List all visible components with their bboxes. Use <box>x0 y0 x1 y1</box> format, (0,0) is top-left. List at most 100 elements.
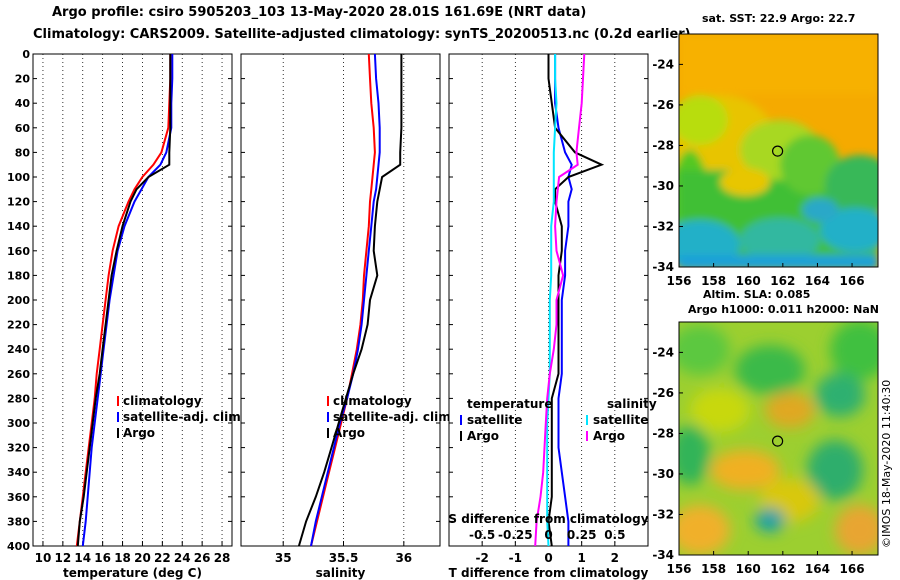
map-x-tick-label: 156 <box>666 562 691 576</box>
map-x-tick-label: 162 <box>770 562 795 576</box>
profile-panel-3: -2 -1 0 1 2T difference from climatology temp… <box>448 53 657 580</box>
x-tick-label: 1 <box>577 551 585 565</box>
series-line-temperature-satellite <box>554 54 573 546</box>
legend-label: satellite <box>593 413 648 427</box>
x-tick-label: 14 <box>74 551 91 565</box>
map-y-tick-label: -30 <box>652 467 674 481</box>
map-y-tick-label: -26 <box>652 386 674 400</box>
sst-map: 156 158 160 162 164 166 -24 -26 -28 -30 -32 -34 <box>652 33 879 288</box>
panel-frame <box>240 53 441 547</box>
x-tick-label: -1 <box>509 551 522 565</box>
y-tick-label: 400 <box>7 540 30 553</box>
map-y-tick-label: -34 <box>652 260 674 274</box>
y-tick-label: 300 <box>7 417 30 430</box>
x-tick-label: 26 <box>194 551 211 565</box>
secondary-tick-label: 0.25 <box>567 528 597 542</box>
figure-title-line-2: Climatology: CARS2009. Satellite-adjuste… <box>33 27 691 42</box>
map-y-tick-label: -28 <box>652 138 674 152</box>
map-y-tick-label: -32 <box>652 219 674 233</box>
secondary-tick-label: 0 <box>544 528 552 542</box>
x-tick-label: 20 <box>134 551 151 565</box>
map-x-tick-label: 166 <box>840 274 865 288</box>
y-tick-label: 60 <box>15 122 31 135</box>
series-line-argo <box>76 54 172 547</box>
y-tick-label: 20 <box>15 73 31 86</box>
legend-label: satellite-adj. clim. <box>333 410 455 424</box>
sla-argo-marker <box>771 435 784 447</box>
sst-argo-marker <box>771 145 784 157</box>
sla-map-title-1: Altim. SLA: 0.085 <box>703 288 811 301</box>
sst-map-axes: 156 158 160 162 164 166 -24 -26 -28 -30 -32 -34 <box>652 57 864 288</box>
x-tick-label: 28 <box>214 551 231 565</box>
profile-panel-2: 35 35.5 36 salinity climatology satellite-adj… <box>240 53 455 580</box>
y-tick-label: 240 <box>7 343 30 356</box>
sla-map-axes: 156 158 160 162 164 166 -24 -26 -28 -30 -32 -34 <box>652 345 864 576</box>
series-line-temperature-argo <box>547 54 605 547</box>
y-tick-label: 80 <box>15 146 31 159</box>
x-tick-label: 10 <box>35 551 52 565</box>
legend-label: Argo <box>467 429 499 443</box>
sla-map: 156 158 160 162 164 166 -24 -26 -28 -30 -32 -34 <box>652 321 879 576</box>
sla-field-patches <box>679 322 878 555</box>
y-tick-label: 220 <box>7 319 30 332</box>
legend-label: satellite <box>467 413 522 427</box>
map-x-tick-label: 158 <box>701 274 726 288</box>
y-tick-label: 40 <box>15 97 31 110</box>
x-axis-label: salinity <box>316 566 366 580</box>
y-tick-label: 100 <box>7 171 30 184</box>
x-tick-label: 2 <box>611 551 619 565</box>
map-x-tick-label: 166 <box>840 562 865 576</box>
y-tick-label: 360 <box>7 491 30 504</box>
legend-header-temperature: temperature <box>467 397 552 411</box>
x-tick-label: 24 <box>174 551 191 565</box>
y-tick-label: 140 <box>7 220 30 233</box>
x-axis-label: temperature (deg C) <box>63 566 202 580</box>
map-y-tick-label: -26 <box>652 98 674 112</box>
x-tick-label: 36 <box>395 551 412 565</box>
sla-map-title-2: Argo h1000: 0.011 h2000: NaN <box>688 303 880 316</box>
series-line-satellite-adj-clim- <box>81 54 174 547</box>
y-tick-label: 120 <box>7 196 30 209</box>
x-tick-label: 0 <box>544 551 552 565</box>
series-line-argo <box>297 54 403 547</box>
y-tick-label: 180 <box>7 269 30 282</box>
map-x-tick-label: 164 <box>805 562 830 576</box>
series-line-salinity-argo <box>534 53 586 547</box>
map-y-tick-label: -28 <box>652 426 674 440</box>
map-y-tick-label: -24 <box>652 345 674 359</box>
profile-panel-1: 10 12 14 16 18 20 22 24 26 2802040608010012014016… <box>7 48 245 580</box>
legend-label: satellite-adj. clim. <box>123 410 245 424</box>
panel-frame <box>448 53 649 547</box>
secondary-axis-label: S difference from climatology <box>448 512 648 526</box>
profile-panels: 10 12 14 16 18 20 22 24 26 2802040608010012014016… <box>7 48 657 580</box>
x-tick-label: -2 <box>475 551 488 565</box>
x-tick-label: 35.5 <box>329 551 359 565</box>
map-y-tick-label: -24 <box>652 57 674 71</box>
sst-map-title: sat. SST: 22.9 Argo: 22.7 <box>702 12 856 25</box>
sst-field-patches <box>679 34 878 267</box>
legend-label: climatology <box>123 394 202 408</box>
map-x-tick-label: 160 <box>736 562 761 576</box>
secondary-tick-label: -0.5 <box>469 528 495 542</box>
map-x-tick-label: 160 <box>736 274 761 288</box>
x-tick-label: 22 <box>154 551 171 565</box>
map-y-tick-label: -32 <box>652 507 674 521</box>
secondary-tick-label: -0.25 <box>498 528 533 542</box>
map-x-tick-label: 158 <box>701 562 726 576</box>
y-tick-label: 340 <box>7 466 30 479</box>
map-y-tick-label: -30 <box>652 179 674 193</box>
x-tick-label: 35 <box>275 551 292 565</box>
legend-label: Argo <box>333 426 365 440</box>
y-tick-label: 280 <box>7 392 30 405</box>
map-x-tick-label: 164 <box>805 274 830 288</box>
series-line-climatology <box>310 53 376 547</box>
y-tick-label: 160 <box>7 245 30 258</box>
x-axis-label: T difference from climatology <box>449 566 649 580</box>
y-tick-label: 260 <box>7 368 30 381</box>
x-tick-label: 12 <box>54 551 71 565</box>
y-tick-label: 380 <box>7 515 30 528</box>
legend-header-salinity: salinity <box>607 397 657 411</box>
map-y-tick-label: -34 <box>652 548 674 562</box>
legend-label: Argo <box>123 426 155 440</box>
